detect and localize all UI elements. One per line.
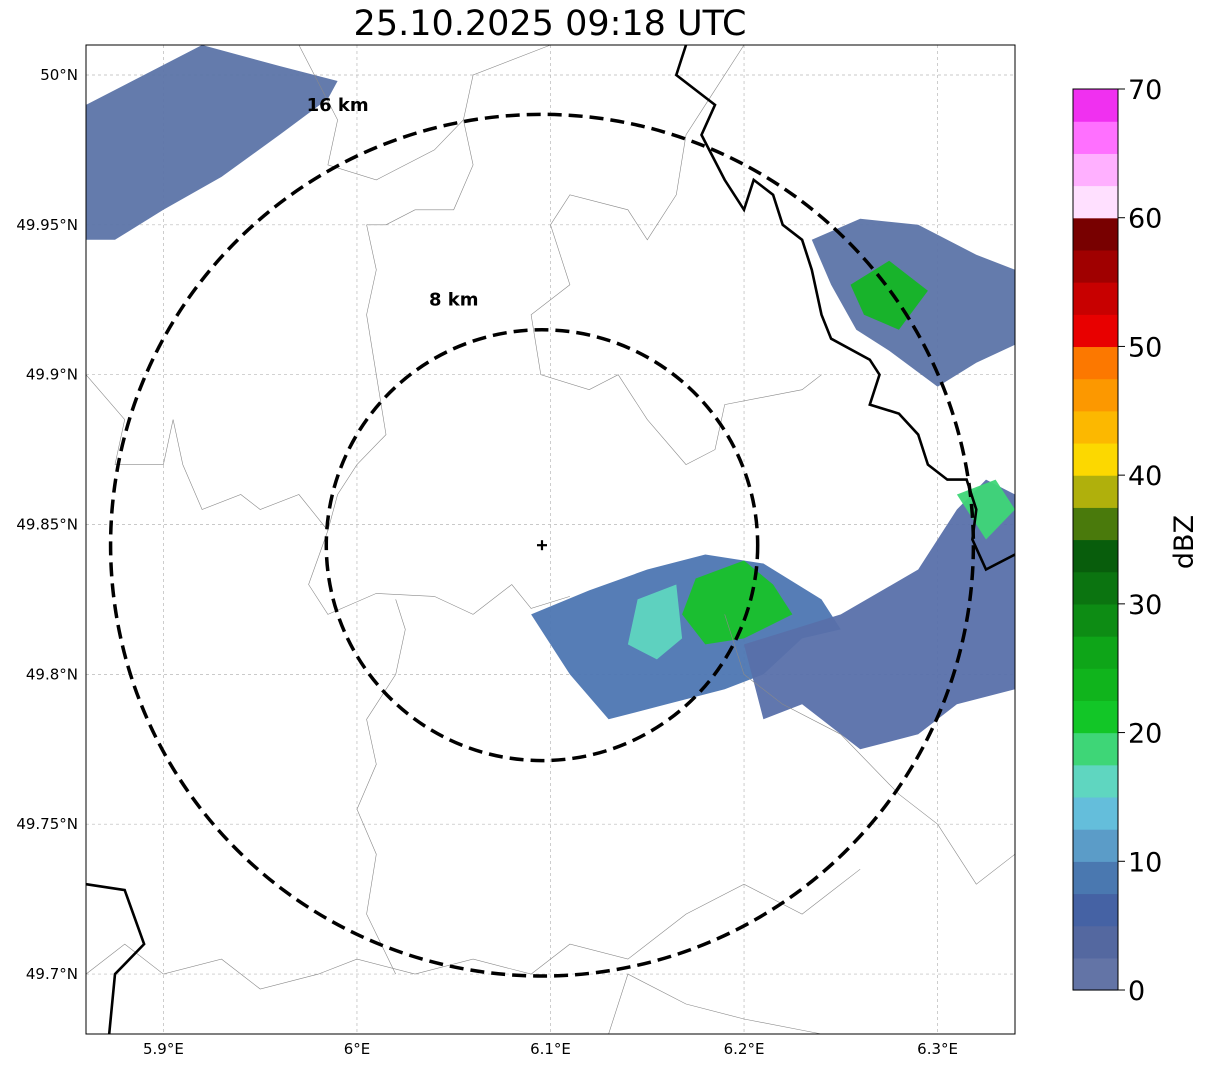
lon-tick-label: 5.9°E [143, 1040, 184, 1058]
colorbar-swatch [1073, 925, 1118, 959]
colorbar-swatch [1073, 893, 1118, 927]
echo-core-northeast-core [850, 260, 928, 330]
range-rings: 8 km 16 km [108, 95, 976, 978]
echo-core-southcentral-core [682, 560, 793, 645]
lat-tick-label: 50°N [40, 66, 78, 84]
colorbar-swatch [1073, 796, 1118, 830]
colorbar-swatch [1073, 378, 1118, 412]
colorbar-swatch [1073, 829, 1118, 862]
colorbar-swatch [1073, 153, 1118, 187]
colorbar-swatch [1073, 764, 1118, 798]
colorbar-swatch [1073, 121, 1118, 154]
admin-border-line [85, 943, 532, 990]
colorbar-swatch [1073, 700, 1118, 734]
lat-tick-label: 49.75°N [16, 815, 78, 833]
colorbar-swatch [1073, 442, 1118, 476]
range-ring-16km [108, 112, 976, 978]
admin-border-line [472, 584, 570, 615]
colorbar-tick-label: 40 [1128, 461, 1162, 492]
colorbar-ticks: 0 10 20 30 40 50 60 70 [1118, 75, 1162, 1007]
latitude-tick-labels: 50°N 49.95°N 49.9°N 49.85°N 49.8°N 49.75°N 49.… [16, 66, 78, 983]
colorbar-unit-label: dBZ [1169, 515, 1200, 569]
colorbar-swatch [1073, 346, 1118, 380]
admin-border-line [724, 614, 1016, 885]
lon-tick-label: 6.1°E [530, 1040, 571, 1058]
map-title: 25.10.2025 09:18 UTC [353, 4, 747, 44]
colorbar-swatch [1073, 249, 1118, 283]
colorbar-swatch [1073, 89, 1118, 122]
colorbar-swatch [1073, 539, 1118, 573]
admin-border-line [463, 44, 551, 120]
plot-frame [85, 44, 1016, 1035]
grid-lines [86, 45, 1015, 1034]
admin-border-line [530, 44, 822, 465]
admin-border-line [327, 224, 387, 531]
lat-tick-label: 49.95°N [16, 216, 78, 234]
echo-core-southcentral-mid [627, 584, 683, 660]
colorbar-swatch [1073, 668, 1118, 701]
lat-tick-label: 49.9°N [26, 366, 78, 384]
radar-site-marker [536, 540, 547, 551]
echo-region-northwest [86, 45, 338, 240]
echo-region-southeast [744, 479, 1015, 750]
national-border-line [674, 44, 1016, 572]
colorbar-swatch [1073, 507, 1118, 541]
admin-border-line [85, 374, 474, 615]
echo-field [86, 45, 1015, 750]
lon-tick-label: 6°E [344, 1040, 371, 1058]
lat-tick-label: 49.7°N [26, 965, 78, 983]
colorbar-swatch [1073, 282, 1118, 315]
lon-tick-label: 6.2°E [724, 1040, 765, 1058]
colorbar-swatch [1073, 732, 1118, 766]
lat-tick-label: 49.85°N [16, 516, 78, 534]
longitude-tick-labels: 5.9°E 6°E 6.1°E 6.2°E 6.3°E [143, 1040, 958, 1058]
colorbar-tick-label: 20 [1128, 719, 1162, 750]
colorbar-tick-label: 0 [1128, 976, 1145, 1007]
admin-border-line [356, 599, 406, 975]
range-ring-label: 16 km [307, 95, 369, 116]
colorbar-swatch [1073, 636, 1118, 669]
range-ring-label: 8 km [429, 290, 479, 311]
lat-tick-label: 49.8°N [26, 665, 78, 683]
colorbar-swatch [1073, 217, 1118, 251]
lon-tick-label: 6.3°E [917, 1040, 958, 1058]
admin-border-line [530, 868, 861, 975]
colorbar-tick-label: 60 [1128, 204, 1162, 235]
colorbar-swatch [1073, 861, 1118, 895]
colorbar-tick-label: 70 [1128, 75, 1162, 106]
colorbar-tick-label: 50 [1128, 332, 1162, 363]
colorbar-swatch [1073, 410, 1118, 444]
colorbar-swatch [1073, 185, 1118, 219]
colorbar-swatch [1073, 957, 1118, 991]
borders [85, 44, 1016, 1035]
colorbar-tick-label: 10 [1128, 847, 1162, 878]
colorbar-frame [1072, 88, 1119, 991]
colorbar-swatch [1073, 314, 1118, 348]
colorbar-swatch [1073, 475, 1118, 508]
colorbar-tick-label: 30 [1128, 590, 1162, 621]
national-border-line [85, 882, 146, 1035]
colorbar-swatch [1073, 603, 1118, 637]
colorbar-swatch [1073, 571, 1118, 605]
range-ring-8km [324, 328, 760, 763]
admin-border-line [608, 973, 822, 1035]
colorbar-swatches [1073, 89, 1118, 991]
